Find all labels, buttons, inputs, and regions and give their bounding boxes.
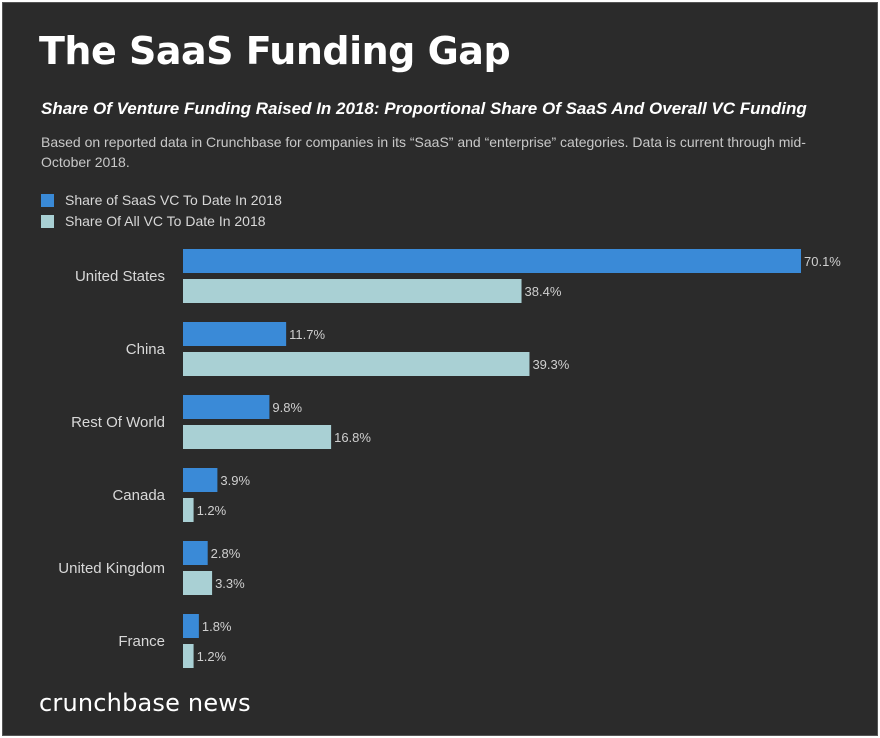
brand-logo: crunchbase news <box>39 689 251 717</box>
value-label-saas-france: 1.8% <box>202 619 232 634</box>
bar-saas-united-states <box>183 249 801 273</box>
bar-all-vc-rest-of-world <box>183 425 332 449</box>
bar-all-vc-united-kingdom <box>183 571 213 595</box>
value-label-saas-china: 11.7% <box>289 327 325 342</box>
bar-saas-france <box>183 614 199 638</box>
value-label-all-vc-china: 39.3% <box>532 357 569 372</box>
category-label-canada: Canada <box>112 487 165 504</box>
category-label-china: China <box>126 341 166 358</box>
category-label-united-states: United States <box>75 268 165 285</box>
bar-chart: United States 70.1% 38.4% China 11.7% 39.3% Re… <box>58 249 841 668</box>
value-label-saas-united-kingdom: 2.8% <box>211 546 241 561</box>
bar-all-vc-france <box>183 644 194 668</box>
legend-item-saas: Share of SaaS VC To Date In 2018 <box>41 190 282 210</box>
bar-saas-canada <box>183 468 218 492</box>
value-label-saas-rest-of-world: 9.8% <box>272 400 302 415</box>
page-title: The SaaS Funding Gap <box>39 29 511 73</box>
legend-swatch-saas <box>41 193 54 207</box>
value-label-saas-canada: 3.9% <box>220 473 250 488</box>
legend-label-saas: Share of SaaS VC To Date In 2018 <box>65 192 282 208</box>
legend-swatch-all-vc <box>41 214 54 228</box>
legend-item-all-vc: Share Of All VC To Date In 2018 <box>41 211 282 231</box>
legend-label-all-vc: Share Of All VC To Date In 2018 <box>65 213 266 229</box>
bar-saas-rest-of-world <box>183 395 270 419</box>
value-label-all-vc-canada: 1.2% <box>197 503 227 518</box>
bar-saas-united-kingdom <box>183 541 208 565</box>
value-label-all-vc-rest-of-world: 16.8% <box>334 430 371 445</box>
value-label-all-vc-france: 1.2% <box>197 649 227 664</box>
bar-all-vc-canada <box>183 498 194 522</box>
chart-legend: Share of SaaS VC To Date In 2018 Share O… <box>41 190 282 232</box>
category-label-france: France <box>118 633 165 650</box>
value-label-saas-united-states: 70.1% <box>804 254 841 269</box>
bar-all-vc-united-states <box>183 279 522 303</box>
bar-saas-china <box>183 322 287 346</box>
value-label-all-vc-united-states: 38.4% <box>525 284 562 299</box>
category-label-rest-of-world: Rest Of World <box>71 414 165 431</box>
bar-all-vc-china <box>183 352 530 376</box>
category-label-united-kingdom: United Kingdom <box>58 560 165 577</box>
data-source-note: Based on reported data in Crunchbase for… <box>41 134 806 170</box>
chart-subtitle: Share Of Venture Funding Raised In 2018:… <box>41 99 807 118</box>
value-label-all-vc-united-kingdom: 3.3% <box>215 576 245 591</box>
